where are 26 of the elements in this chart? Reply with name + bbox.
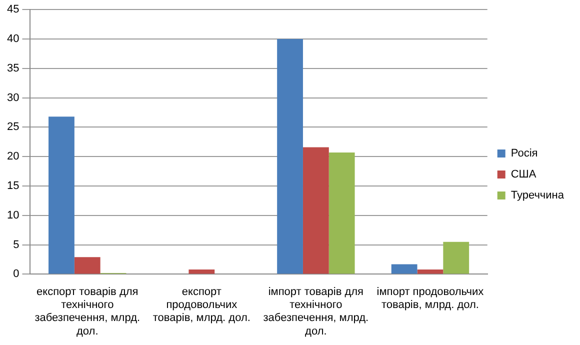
y-tick-label: 40 [6, 33, 20, 46]
y-tick-label: 15 [6, 180, 20, 192]
y-tick-label: 25 [6, 121, 20, 134]
legend-label: США [510, 168, 537, 181]
legend-label: Росія [510, 148, 538, 160]
x-tick-label: імпорт продовольчих товарів, млрд. дол. [376, 286, 484, 312]
x-tick-label: експорт товарів для технічного забезпечення, млрд. дол. [34, 286, 140, 338]
bar [328, 152, 355, 274]
legend-label: Туреччина [510, 190, 565, 202]
x-tick-label: експорт продовольчих товарів, млрд. дол. [152, 286, 250, 324]
y-tick-label: 0 [13, 268, 20, 280]
bar [48, 116, 74, 274]
y-tick-label: 45 [6, 4, 20, 16]
bar [74, 257, 100, 274]
bar [443, 242, 470, 274]
bar [417, 269, 444, 274]
bar [277, 39, 303, 274]
y-tick-label: 35 [6, 62, 20, 74]
y-tick-label: 20 [6, 150, 20, 163]
bar [302, 147, 329, 274]
y-tick-label: 5 [13, 238, 20, 251]
x-tick-label: імпорт товарів для технічного забезпечення, млрд. дол. [263, 286, 369, 338]
bar [188, 269, 215, 274]
bar [391, 264, 418, 274]
y-tick-label: 30 [6, 92, 20, 104]
y-tick-label: 10 [6, 209, 20, 222]
